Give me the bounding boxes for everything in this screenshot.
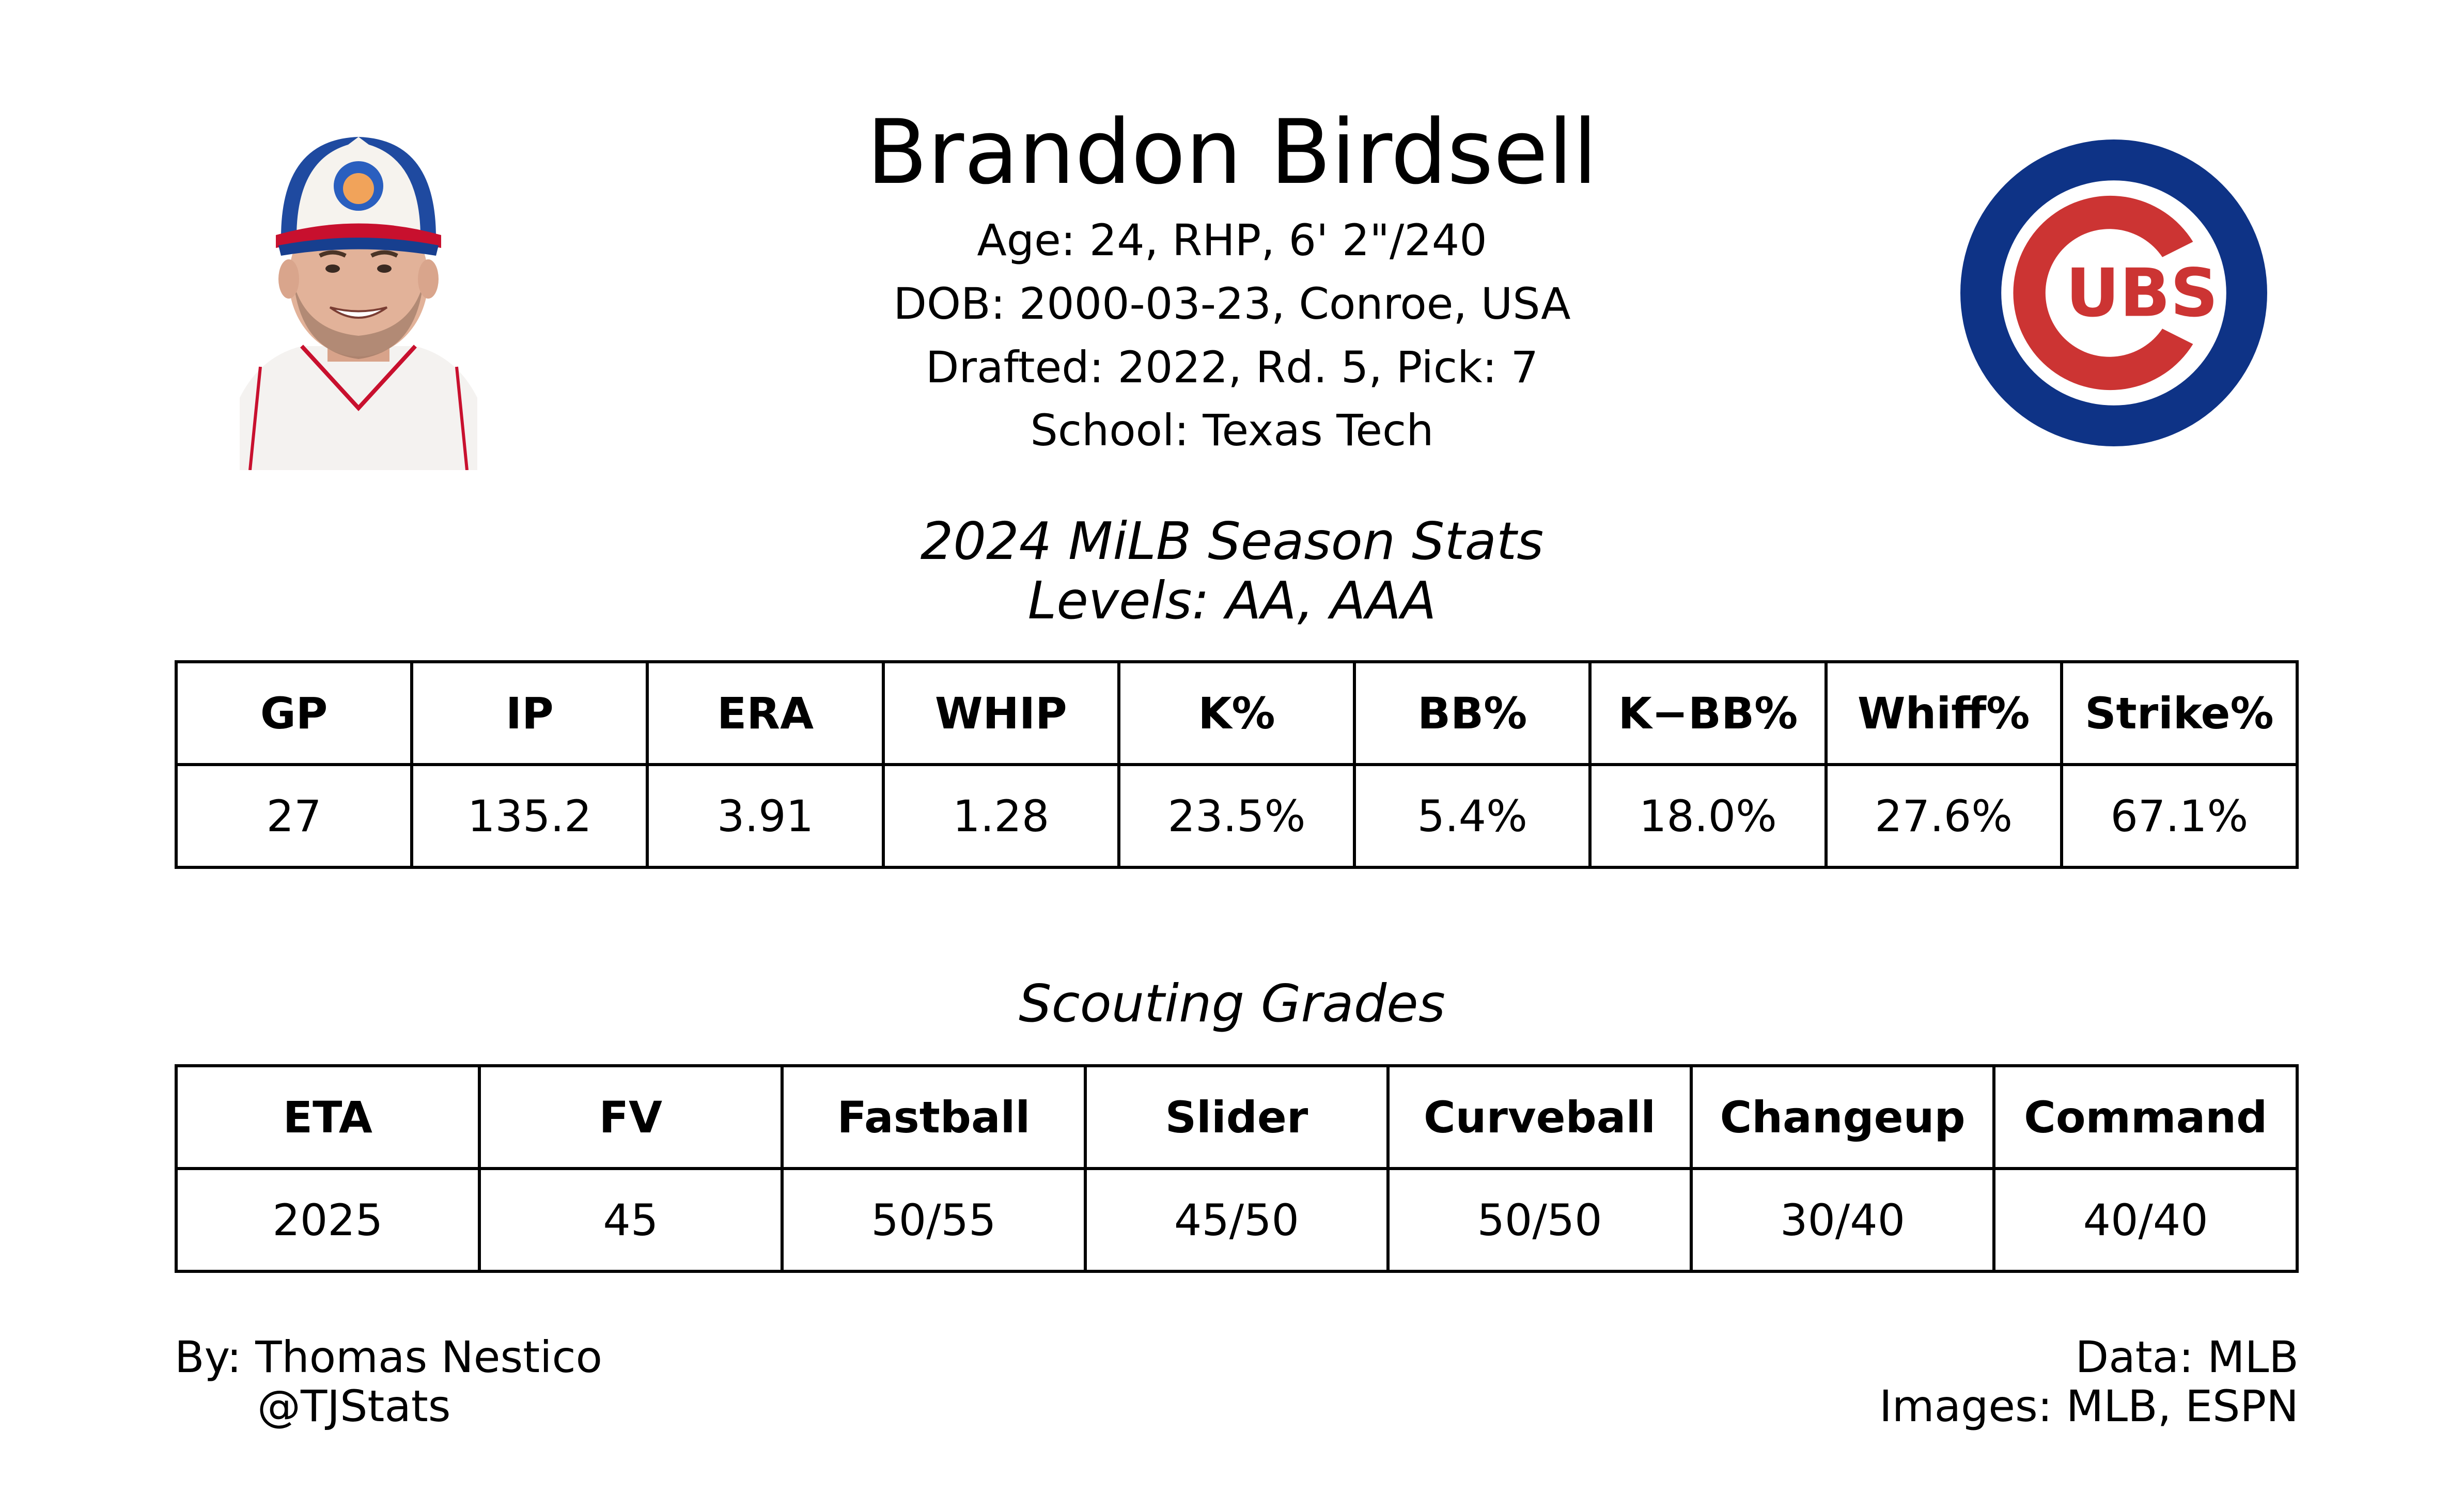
logo-c-shape [2013, 195, 2193, 391]
season-value-cell: 67.1% [2060, 763, 2299, 869]
season-value-cell: 1.28 [881, 763, 1120, 869]
season-value-cell: 135.2 [410, 763, 649, 869]
grades-value-cell: 45/50 [1083, 1167, 1390, 1273]
footer-sources: Data: MLB Images: MLB, ESPN [1879, 1333, 2299, 1431]
season-value-cell: 27.6% [1824, 763, 2063, 869]
author-handle: @TJStats [257, 1381, 451, 1431]
bio-age-line: Age: 24, RHP, 6' 2"/240 [977, 215, 1487, 266]
season-levels: Levels: AA, AAA [1027, 570, 1437, 631]
season-header-cell: GP [174, 660, 414, 766]
bio-draft-line: Drafted: 2022, Rd. 5, Pick: 7 [925, 342, 1539, 393]
scouting-grades-title: Scouting Grades [1019, 973, 1445, 1034]
season-header-cell: IP [410, 660, 649, 766]
season-stats-title: 2024 MiLB Season Stats [920, 511, 1544, 571]
logo-text: UBS [2066, 255, 2218, 332]
season-header-cell: ERA [646, 660, 885, 766]
season-header-cell: WHIP [881, 660, 1120, 766]
season-value-cell: 23.5% [1117, 763, 1356, 869]
images-source: Images: MLB, ESPN [1879, 1381, 2299, 1431]
season-stats-table: GP IP ERA WHIP K% BB% K−BB% Whiff% Strik… [174, 660, 2299, 869]
bio-dob-line: DOB: 2000-03-23, Conroe, USA [893, 278, 1571, 329]
grades-value-cell: 30/40 [1689, 1167, 1996, 1273]
season-header-cell: BB% [1353, 660, 1592, 766]
scouting-grades-table: ETA FV Fastball Slider Curveball Changeu… [175, 1064, 2299, 1273]
team-logo: UBS [1960, 139, 2267, 446]
season-value-cell: 18.0% [1588, 763, 1828, 869]
grades-header-cell: Changeup [1689, 1064, 1996, 1170]
season-value-cell: 27 [174, 763, 414, 869]
season-value-cell: 3.91 [646, 763, 885, 869]
grades-value-row: 2025 45 50/55 45/50 50/50 30/40 40/40 [175, 1167, 2299, 1273]
grades-header-cell: Curveball [1386, 1064, 1693, 1170]
grades-value-cell: 50/55 [781, 1167, 1087, 1273]
footer-credit: By: Thomas Nestico @TJStats [175, 1333, 602, 1431]
season-header-cell: K% [1117, 660, 1356, 766]
grades-header-row: ETA FV Fastball Slider Curveball Changeu… [175, 1064, 2299, 1170]
author-credit: By: Thomas Nestico [175, 1332, 603, 1382]
grades-value-cell: 40/40 [1992, 1167, 2299, 1273]
grades-header-cell: Command [1992, 1064, 2299, 1170]
grades-value-cell: 2025 [175, 1167, 481, 1273]
grades-value-cell: 50/50 [1386, 1167, 1693, 1273]
grades-value-cell: 45 [477, 1167, 784, 1273]
grades-header-cell: Fastball [781, 1064, 1087, 1170]
season-value-row: 27 135.2 3.91 1.28 23.5% 5.4% 18.0% 27.6… [174, 763, 2299, 869]
season-header-cell: K−BB% [1588, 660, 1828, 766]
grades-header-cell: ETA [175, 1064, 481, 1170]
player-headshot [240, 137, 477, 470]
season-header-cell: Whiff% [1824, 660, 2063, 766]
season-header-cell: Strike% [2060, 660, 2299, 766]
grades-header-cell: Slider [1083, 1064, 1390, 1170]
data-source: Data: MLB [2075, 1332, 2299, 1382]
grades-header-cell: FV [477, 1064, 784, 1170]
season-header-row: GP IP ERA WHIP K% BB% K−BB% Whiff% Strik… [174, 660, 2299, 766]
season-value-cell: 5.4% [1353, 763, 1592, 869]
player-name: Brandon Birdsell [866, 100, 1598, 204]
bio-school-line: School: Texas Tech [1030, 405, 1434, 456]
